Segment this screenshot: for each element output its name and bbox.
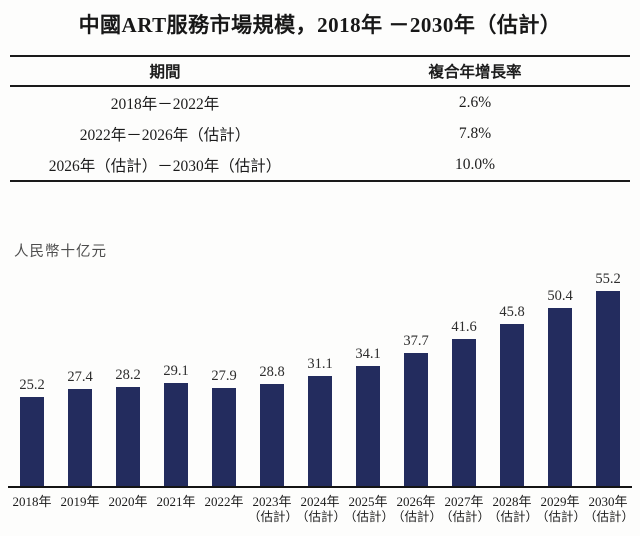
period-cell: 2022年－2026年（估計） [79,126,251,144]
bar-2024 [308,376,332,486]
x-tick-year-label: 2019年 [60,494,100,509]
cagr-table-header-row: 期間 複合年增長率 [10,57,630,87]
bar-column-2030: 55.2 [584,268,632,486]
x-tick-year-label: 2028年 [492,494,532,509]
x-tick-estimate-label: （估計） [296,510,347,524]
x-tick-2022: 2022年 [200,494,248,525]
bar-2027 [452,339,476,486]
bar-value-label: 37.7 [403,332,429,349]
cagr-table-header-cagr: 複合年增長率 [428,64,522,81]
bar-2029 [548,308,572,486]
x-tick-estimate-label: （估計） [440,510,491,524]
bar-column-2028: 45.8 [488,268,536,486]
bar-value-label: 27.9 [211,367,237,384]
chart-title: 中國ART服務市場規模，2018年 －2030年（估計） [78,13,562,37]
bar-value-label: 29.1 [163,363,189,380]
x-tick-2027: 2027年 （估計） [440,494,491,525]
bar-plot: 25.2 27.4 28.2 29.1 27.9 28.8 31.1 34.1 37.7 41.6… [8,268,632,488]
bar-value-label: 31.1 [307,356,333,373]
x-tick-year-label: 2022年 [204,494,244,509]
x-tick-2029: 2029年 （估計） [536,494,587,525]
bar-value-label: 41.6 [451,319,477,336]
bar-2020 [116,386,140,486]
bar-column-2019: 27.4 [56,268,104,486]
bar-column-2029: 50.4 [536,268,584,486]
x-tick-2018: 2018年 [8,494,56,525]
x-tick-year-label: 2025年 [348,494,388,509]
bar-2021 [164,383,188,486]
x-tick-2030: 2030年 （估計） [584,494,635,525]
bar-2030 [596,291,620,486]
x-tick-2026: 2026年 （估計） [392,494,443,525]
period-cell: 2026年（估計）－2030年（估計） [48,157,282,175]
bar-2028 [500,324,524,486]
x-tick-estimate-label: （估計） [488,510,539,524]
bar-2019 [68,389,92,486]
bar-column-2023: 28.8 [248,268,296,486]
cagr-table-body: 2018年－2022年 2.6% 2022年－2026年（估計） 7.8% 2026年（… [10,87,630,180]
bar-column-2027: 41.6 [440,268,488,486]
cagr-table: 期間 複合年增長率 2018年－2022年 2.6% 2022年－2026年（估計）… [10,55,630,182]
x-tick-year-label: 2030年 [588,494,628,509]
x-tick-2023: 2023年 （估計） [248,494,299,525]
x-tick-estimate-label: （估計） [536,510,587,524]
bar-column-2026: 37.7 [392,268,440,486]
cagr-table-row: 2022年－2026年（估計） 7.8% [10,118,630,149]
bar-value-label: 50.4 [547,288,573,305]
period-cell: 2018年－2022年 [110,95,220,113]
bar-column-2025: 34.1 [344,268,392,486]
x-tick-year-label: 2026年 [396,494,436,509]
x-tick-estimate-label: （估計） [344,510,395,524]
bar-value-label: 28.8 [259,364,285,381]
cagr-table-header-period: 期間 [149,64,181,81]
x-tick-year-label: 2029年 [540,494,580,509]
bar-value-label: 25.2 [19,377,45,393]
x-tick-2019: 2019年 [56,494,104,525]
bar-2026 [404,352,428,486]
cagr-table-row: 2018年－2022年 2.6% [10,87,630,118]
x-tick-2028: 2028年 （估計） [488,494,539,525]
bar-column-2024: 31.1 [296,268,344,486]
x-tick-estimate-label: （估計） [392,510,443,524]
bar-column-2021: 29.1 [152,268,200,486]
x-tick-year-label: 2018年 [12,494,52,509]
bar-value-label: 27.4 [67,369,93,386]
x-tick-year-label: 2024年 [300,494,340,509]
x-tick-estimate-label: （估計） [248,510,299,524]
x-tick-year-label: 2023年 [252,494,292,509]
cagr-cell: 2.6% [458,93,492,111]
x-tick-year-label: 2021年 [156,494,196,509]
bar-column-2022: 27.9 [200,268,248,486]
x-axis: 2018年 2019年 2020年 2021年 2022年 2023年 （估計） 2024年（… [8,494,635,525]
x-tick-year-label: 2020年 [108,494,148,509]
bar-2018 [20,397,44,486]
x-tick-2021: 2021年 [152,494,200,525]
bar-value-label: 45.8 [499,304,525,321]
bar-2023 [260,384,284,486]
bar-column-2018: 25.2 [8,268,56,486]
y-axis-unit-label: 人民幣十亿元 [14,244,107,260]
x-tick-2025: 2025年 （估計） [344,494,395,525]
bar-2025 [356,365,380,486]
cagr-cell: 10.0% [454,155,496,173]
cagr-table-row: 2026年（估計）－2030年（估計） 10.0% [10,149,630,180]
cagr-cell: 7.8% [458,124,492,142]
x-tick-2020: 2020年 [104,494,152,525]
bar-column-2020: 28.2 [104,268,152,486]
bar-value-label: 55.2 [595,271,621,288]
bar-value-label: 28.2 [115,366,141,383]
bar-value-label: 34.1 [355,345,381,362]
x-tick-2024: 2024年 （估計） [296,494,347,525]
bar-2022 [212,387,236,486]
x-tick-estimate-label: （估計） [584,510,635,524]
x-tick-year-label: 2027年 [444,494,484,509]
